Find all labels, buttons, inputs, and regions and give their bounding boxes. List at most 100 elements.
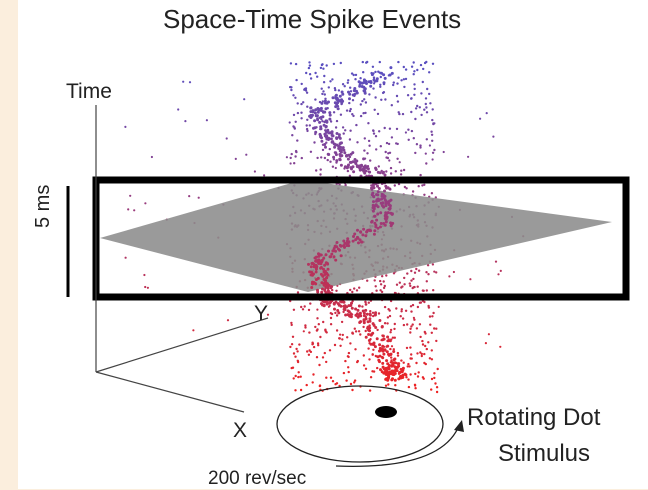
spike-dot bbox=[404, 131, 407, 134]
spike-dot bbox=[320, 156, 323, 159]
spike-dot bbox=[243, 98, 246, 101]
spike-dot bbox=[425, 106, 428, 109]
spike-dot bbox=[319, 253, 323, 257]
spike-dot bbox=[389, 166, 393, 170]
spike-dot bbox=[380, 348, 384, 352]
spike-dot bbox=[314, 325, 317, 329]
spike-dot bbox=[416, 352, 419, 355]
spike-dot bbox=[372, 200, 375, 204]
spike-dot bbox=[306, 118, 309, 122]
spike-dot bbox=[379, 211, 383, 215]
spike-dot bbox=[351, 388, 354, 392]
spike-dot bbox=[304, 324, 307, 327]
spike-dot bbox=[386, 322, 389, 325]
spike-dot bbox=[396, 157, 399, 160]
spike-dot bbox=[290, 88, 293, 92]
spike-dot bbox=[305, 91, 309, 94]
spike-dot bbox=[326, 282, 329, 286]
spike-dot bbox=[386, 211, 390, 215]
spike-dot bbox=[295, 78, 298, 82]
spike-dot bbox=[359, 114, 363, 118]
spike-dot bbox=[399, 315, 402, 318]
spike-dot bbox=[387, 352, 390, 356]
spike-dot bbox=[380, 197, 384, 201]
spike-dot bbox=[376, 112, 380, 116]
spike-dot bbox=[364, 329, 367, 333]
spike-dot bbox=[370, 73, 374, 77]
spike-dot bbox=[373, 279, 376, 282]
spike-dot bbox=[371, 311, 375, 314]
spike-dot bbox=[354, 330, 358, 333]
spike-dot bbox=[424, 152, 427, 155]
spike-dot bbox=[323, 134, 327, 138]
spike-dot bbox=[409, 357, 412, 360]
spike-dot bbox=[348, 92, 352, 96]
spike-dot bbox=[363, 166, 367, 169]
spike-dot bbox=[431, 139, 434, 142]
x-axis bbox=[95, 371, 245, 413]
spike-dot bbox=[381, 338, 385, 342]
spike-dot bbox=[382, 91, 386, 94]
spike-dot bbox=[373, 108, 376, 112]
spike-dot bbox=[388, 127, 392, 130]
spike-dot bbox=[407, 362, 410, 366]
spike-dot bbox=[326, 152, 330, 156]
spike-dot bbox=[410, 310, 413, 313]
spike-dot bbox=[347, 79, 350, 82]
spike-dot bbox=[431, 315, 434, 318]
spike-dot bbox=[345, 379, 348, 382]
spike-dot bbox=[355, 123, 358, 127]
spike-dot bbox=[314, 108, 318, 112]
spike-dot bbox=[324, 253, 328, 257]
spike-dot bbox=[329, 323, 333, 326]
spike-dot bbox=[297, 375, 300, 379]
spike-dot bbox=[367, 347, 370, 350]
spike-dot bbox=[308, 73, 312, 76]
spike-dot bbox=[373, 214, 376, 218]
spike-dot bbox=[336, 309, 340, 312]
spike-dot bbox=[342, 239, 346, 243]
spike-dot bbox=[435, 339, 438, 343]
spike-dot bbox=[369, 376, 373, 379]
spike-dot bbox=[373, 313, 377, 317]
spike-dot bbox=[309, 110, 313, 114]
spike-dot bbox=[346, 157, 350, 161]
spike-dot bbox=[327, 138, 330, 141]
spike-dot bbox=[414, 372, 417, 376]
spike-dot bbox=[381, 344, 385, 348]
spike-dot bbox=[404, 77, 408, 81]
spike-dot bbox=[351, 99, 355, 102]
spike-dot bbox=[434, 382, 437, 385]
spike-dot bbox=[322, 303, 326, 307]
spike-dot bbox=[405, 187, 408, 190]
spike-dot bbox=[290, 86, 293, 89]
spike-dot bbox=[332, 255, 336, 259]
spike-dot bbox=[383, 217, 387, 220]
spike-dot bbox=[345, 242, 349, 246]
spike-dot bbox=[305, 124, 308, 127]
spike-dot bbox=[325, 130, 329, 134]
spike-dot bbox=[339, 141, 343, 145]
spike-dot bbox=[354, 238, 358, 242]
spike-dot bbox=[342, 304, 346, 308]
spike-dot bbox=[377, 165, 380, 168]
spike-dot bbox=[295, 347, 298, 351]
spike-dot bbox=[369, 310, 372, 313]
spike-dot bbox=[382, 222, 386, 225]
spike-dot bbox=[314, 278, 318, 282]
spike-dot bbox=[378, 360, 381, 364]
spike-dot bbox=[285, 156, 288, 159]
spike-dot bbox=[306, 105, 309, 108]
spike-dot bbox=[362, 311, 366, 315]
spike-dot bbox=[234, 157, 237, 160]
spike-dot bbox=[334, 151, 338, 155]
spike-dot bbox=[370, 333, 373, 336]
spike-dot bbox=[316, 118, 320, 122]
spike-dot bbox=[432, 311, 435, 315]
spike-dot bbox=[342, 371, 346, 375]
spike-dot bbox=[400, 310, 403, 313]
spike-dot bbox=[129, 194, 132, 197]
spike-dot bbox=[325, 360, 328, 364]
spike-dot bbox=[351, 151, 355, 155]
spike-dot bbox=[421, 339, 424, 343]
